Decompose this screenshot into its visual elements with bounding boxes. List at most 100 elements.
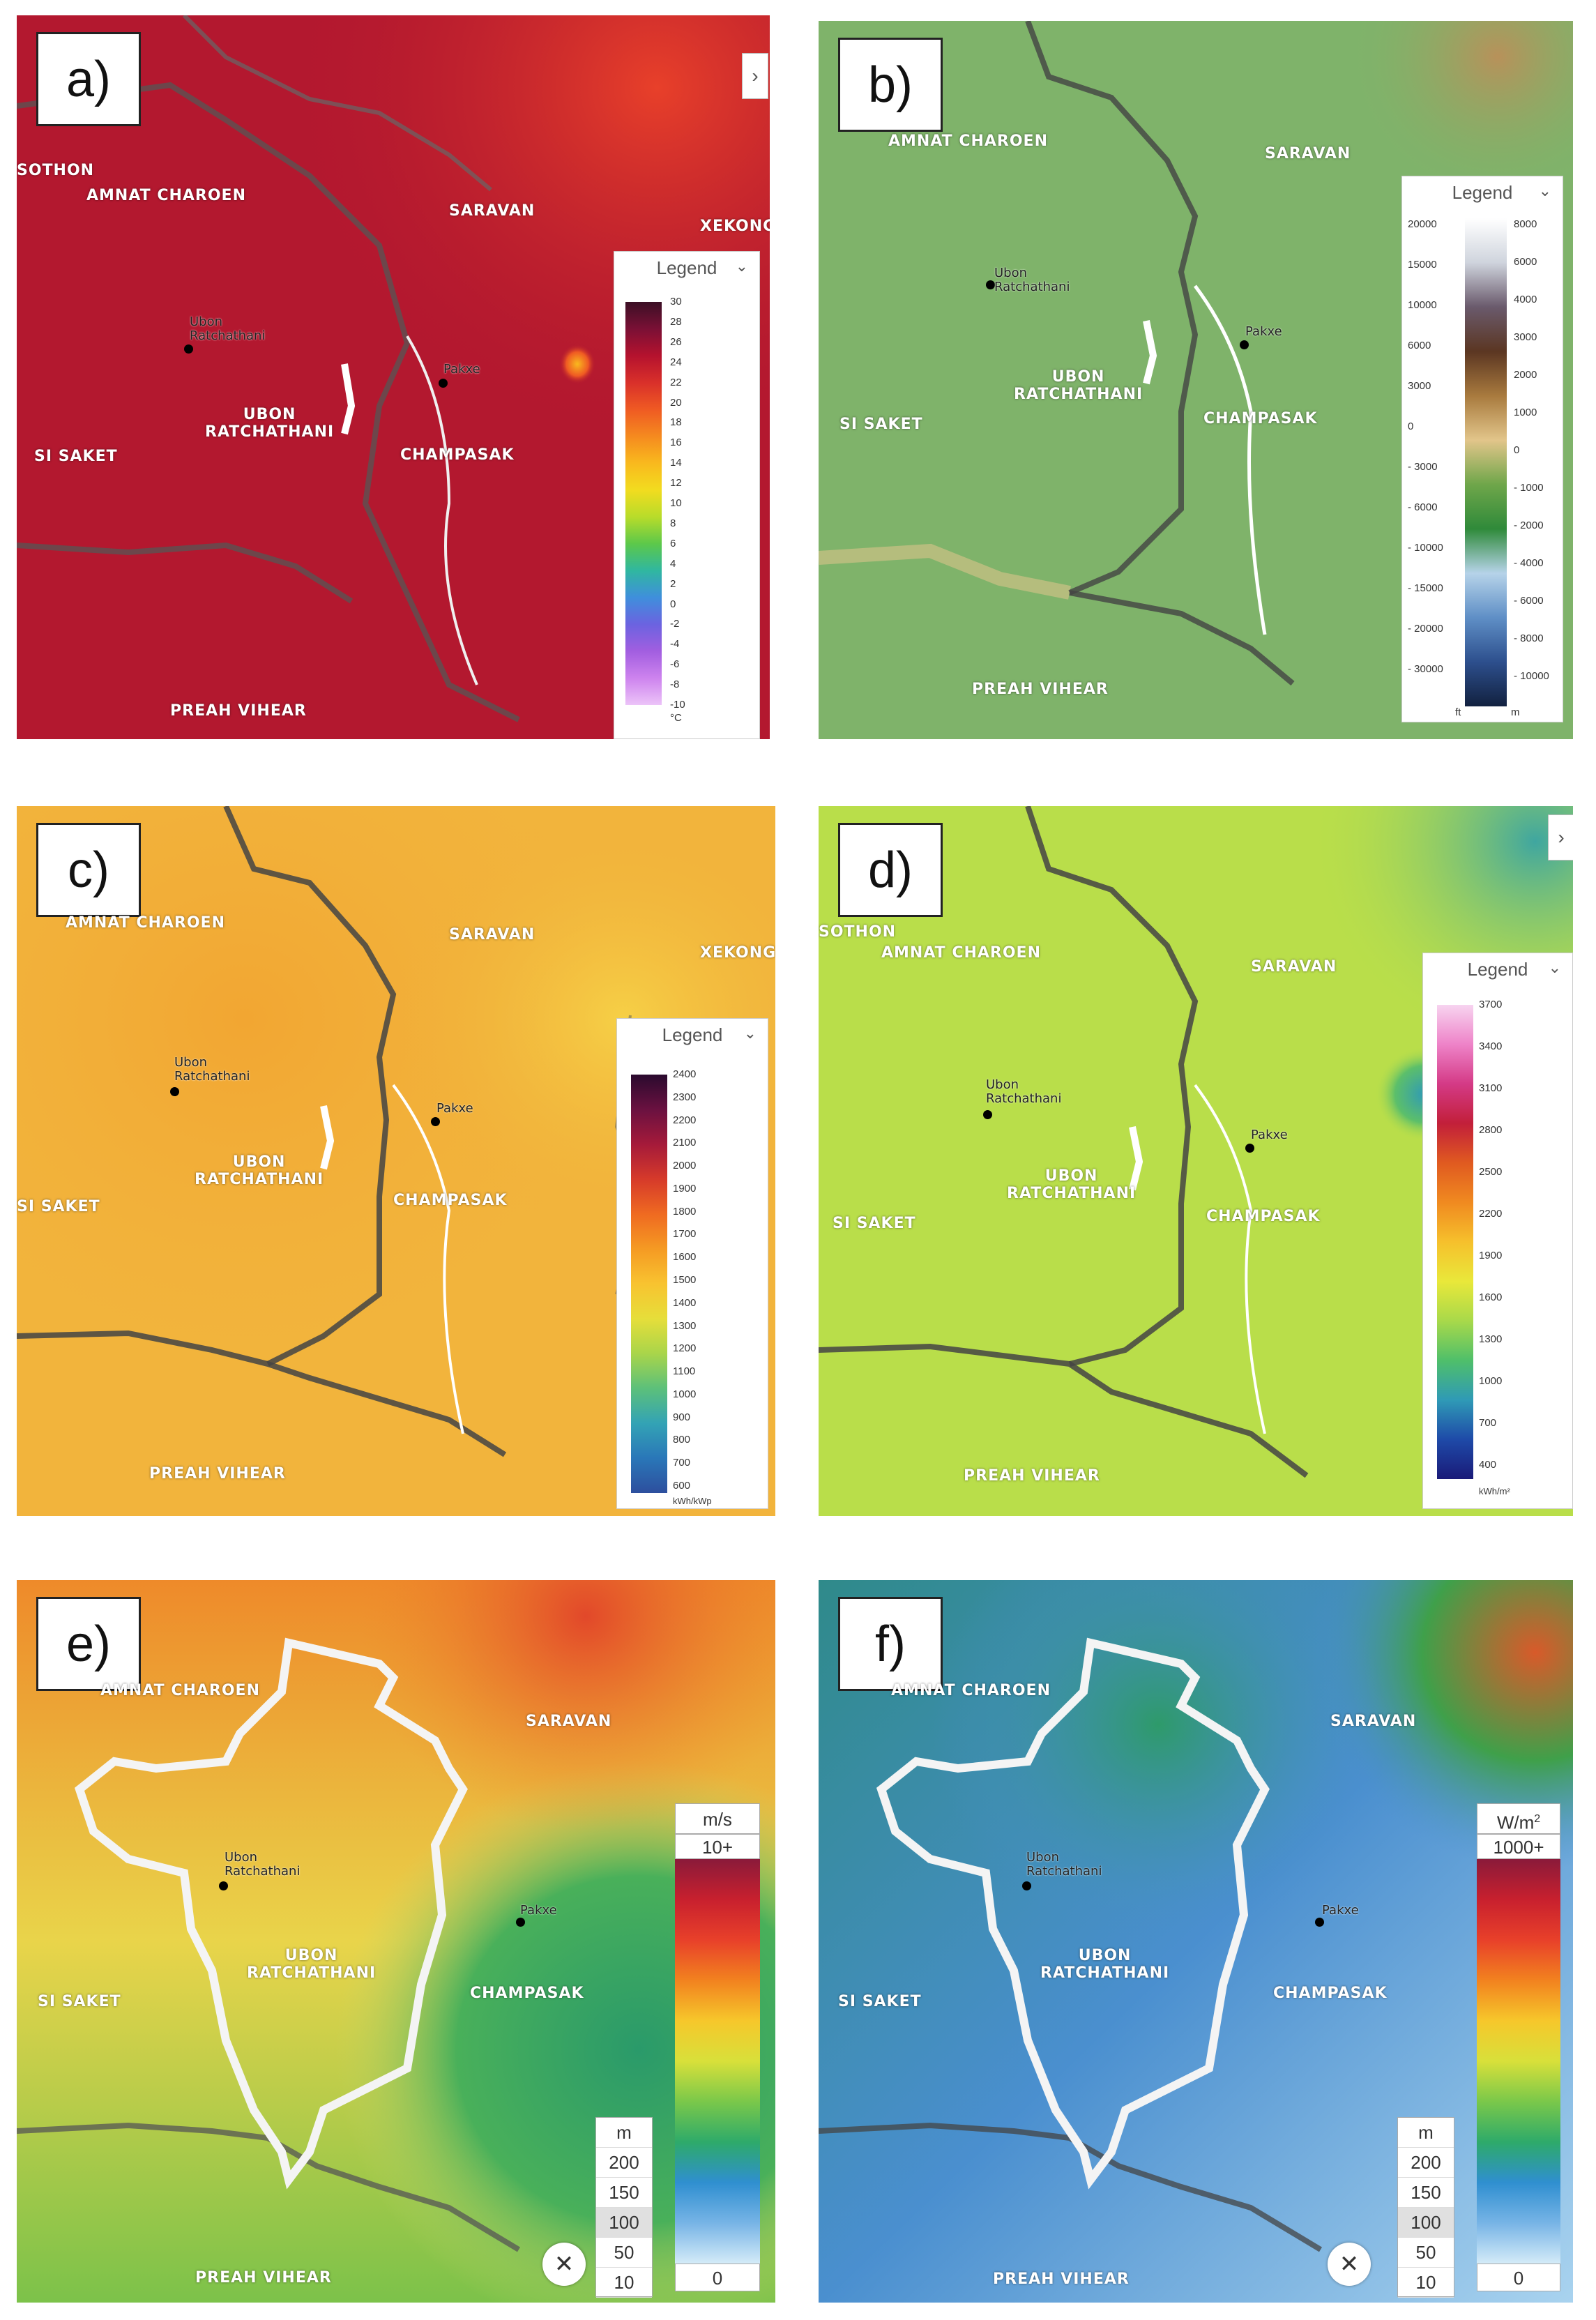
city-label-ubon: Ubon Ratchathani [190, 314, 266, 343]
legend-tick-m: - 6000 [1514, 595, 1544, 607]
panel-d-irradiation-map: d) SOTHON AMNAT CHAROEN SARAVAN UBON RAT… [819, 806, 1573, 1516]
legend-unit: kWh/kWp [673, 1496, 712, 1506]
city-label-ubon: Ubon Ratchathani [986, 1077, 1062, 1106]
legend-tick-label: 18 [670, 416, 682, 429]
legend-b: Legend ⌄ 20000 15000 10000 6000 3000 0- … [1401, 176, 1563, 722]
legend-tick-ft: - 15000 [1408, 582, 1443, 594]
height-option[interactable]: 50 [1398, 2238, 1454, 2268]
legend-color-bar [1465, 218, 1507, 706]
legend-color-bar [675, 1859, 760, 2264]
panel-label-b: b) [838, 38, 943, 132]
city-marker-ubon [1022, 1881, 1031, 1890]
city-marker-ubon [184, 344, 193, 354]
panel-label-e: e) [36, 1597, 141, 1691]
panel-expand-button[interactable]: › [1548, 814, 1573, 860]
place-champasak: CHAMPASAK [470, 1985, 584, 2002]
chevron-down-icon[interactable]: ⌄ [1538, 182, 1551, 199]
legend-color-bar [625, 302, 662, 705]
legend-tick-label: 1700 [673, 1228, 697, 1241]
city-label-pakxe: Pakxe [443, 362, 480, 377]
legend-tick-label: 28 [670, 315, 682, 328]
height-option[interactable]: 200 [1398, 2148, 1454, 2178]
panel-expand-button[interactable]: › [742, 53, 768, 99]
legend-tick-label: -6 [670, 658, 680, 671]
legend-tick-ft: 0 [1408, 420, 1414, 432]
legend-tick-label: 1400 [673, 1296, 697, 1309]
city-marker-pakxe [439, 379, 448, 388]
legend-tick-label: 1000 [1479, 1375, 1503, 1387]
height-selector: m 200 150 100 50 10 [595, 2117, 653, 2298]
legend-tick-label: 1900 [673, 1182, 697, 1195]
legend-tick-label: 2 [670, 577, 676, 590]
legend-tick-m: 6000 [1514, 256, 1537, 268]
legend-title[interactable]: Legend [656, 257, 717, 278]
panel-label-d: d) [838, 823, 943, 917]
legend-tick-label: 10 [670, 497, 682, 509]
place-ubon-ratchathani-province: UBON RATCHATHANI [205, 406, 335, 441]
place-saravan: SARAVAN [526, 1713, 612, 1730]
place-sothon: SOTHON [819, 923, 897, 941]
legend-tick-label: 1500 [673, 1274, 697, 1286]
city-label-pakxe: Pakxe [436, 1101, 473, 1116]
legend-tick-ft: - 10000 [1408, 542, 1443, 554]
legend-title[interactable]: Legend [1467, 959, 1528, 980]
height-selector: m 200 150 100 50 10 [1397, 2117, 1454, 2298]
place-preah-vihear: PREAH VIHEAR [964, 1467, 1100, 1485]
legend-tick-label: 22 [670, 376, 682, 388]
legend-tick-label: 1800 [673, 1205, 697, 1218]
chevron-down-icon[interactable]: ⌄ [743, 1024, 757, 1042]
height-option[interactable]: 100 [1398, 2208, 1454, 2238]
panel-f-power-density-map: f) AMNAT CHAROEN SARAVAN UBON RATCHATHAN… [819, 1580, 1573, 2303]
place-si-saket: SI SAKET [839, 416, 923, 433]
legend-tick-label: -8 [670, 678, 680, 691]
place-champasak: CHAMPASAK [393, 1192, 508, 1209]
legend-title[interactable]: Legend [1452, 182, 1513, 203]
legend-tick-label: 600 [673, 1480, 691, 1492]
place-preah-vihear: PREAH VIHEAR [170, 702, 307, 720]
panel-e-wind-speed-map: e) AMNAT CHAROEN SARAVAN UBON RATCHATHAN… [17, 1580, 775, 2303]
panel-label-a: a) [36, 32, 141, 126]
height-option[interactable]: 10 [596, 2268, 652, 2298]
height-option[interactable]: 50 [596, 2238, 652, 2268]
legend-tick-m: 3000 [1514, 331, 1537, 343]
height-option[interactable]: 100 [596, 2208, 652, 2238]
legend-tick-ft: - 30000 [1408, 663, 1443, 675]
chevron-down-icon[interactable]: ⌄ [735, 257, 748, 275]
legend-color-bar [631, 1075, 667, 1493]
legend-max: 10+ [675, 1834, 760, 1859]
legend-title[interactable]: Legend [662, 1024, 723, 1045]
legend-tick-label: 1200 [673, 1342, 697, 1355]
legend-tick-ft: 6000 [1408, 340, 1431, 351]
legend-tick-label: 12 [670, 477, 682, 490]
legend-tick-label: 16 [670, 437, 682, 449]
city-marker-ubon [983, 1110, 992, 1119]
legend-tick-label: 4 [670, 557, 676, 570]
legend-tick-ft: - 20000 [1408, 623, 1443, 635]
place-xekong: XEKONG [700, 944, 775, 962]
legend-tick-ft: - 6000 [1408, 501, 1438, 513]
legend-max: 1000+ [1477, 1834, 1560, 1859]
place-saravan: SARAVAN [1251, 958, 1337, 976]
place-si-saket: SI SAKET [833, 1215, 916, 1232]
legend-a: Legend ⌄ 30 28 26 24 22 20 18 16 14 12 10 8 6 4 2 0 -2 -4… [614, 251, 760, 739]
legend-tick-m: - 2000 [1514, 520, 1544, 531]
height-option[interactable]: 150 [596, 2178, 652, 2208]
close-icon[interactable]: ✕ [1328, 2243, 1371, 2286]
legend-tick-m: 4000 [1514, 294, 1537, 305]
place-amnat-charoen: AMNAT CHAROEN [891, 1682, 1051, 1699]
close-icon[interactable]: ✕ [542, 2243, 586, 2286]
height-option[interactable]: 10 [1398, 2268, 1454, 2298]
legend-tick-label: 700 [1479, 1417, 1497, 1429]
place-ubon-ratchathani-province: UBON RATCHATHANI [1014, 368, 1143, 403]
legend-tick-label: 2300 [673, 1091, 697, 1103]
legend-color-bar [1477, 1859, 1560, 2264]
legend-tick-label: 2400 [673, 1068, 697, 1080]
legend-tick-m: 2000 [1514, 369, 1537, 381]
legend-unit: °C [670, 712, 682, 724]
panel-label-f: f) [838, 1597, 943, 1691]
legend-tick-m: 8000 [1514, 218, 1537, 230]
height-option[interactable]: 200 [596, 2148, 652, 2178]
chevron-down-icon[interactable]: ⌄ [1548, 959, 1561, 976]
height-option[interactable]: 150 [1398, 2178, 1454, 2208]
legend-tick-label: 2200 [1479, 1208, 1503, 1220]
